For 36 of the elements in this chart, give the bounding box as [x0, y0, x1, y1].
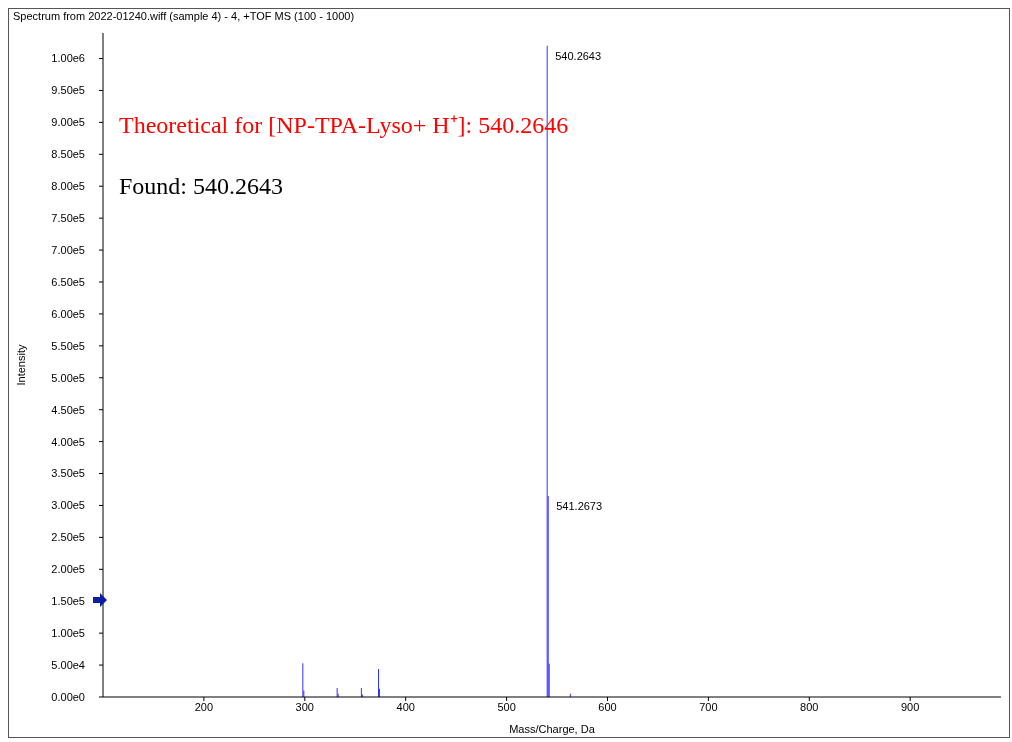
- x-axis-title: Mass/Charge, Da: [509, 723, 596, 735]
- y-tick-label: 4.00e5: [51, 435, 85, 448]
- annotation: 540.2643: [555, 49, 602, 62]
- x-tick-label: 200: [194, 700, 214, 713]
- y-tick-label: 1.00e5: [51, 627, 85, 640]
- x-tick-label: 800: [800, 700, 819, 713]
- x-tick-label: 900: [901, 700, 920, 713]
- y-axis-title: Intensity: [14, 344, 27, 386]
- y-tick-label: 1.50e5: [51, 595, 85, 608]
- y-tick-label: 1.00e6: [51, 52, 85, 65]
- y-tick-label: 8.50e5: [51, 148, 85, 161]
- chart-title: Spectrum from 2022-01240.wiff (sample 4) - 4, +TOF MS (100 - 1000): [13, 10, 355, 22]
- y-tick-label: 2.50e5: [51, 531, 85, 544]
- y-tick-label: 6.00e5: [51, 307, 85, 320]
- y-tick-label: 3.50e5: [51, 467, 85, 480]
- y-tick-label: 9.50e5: [51, 84, 85, 97]
- x-tick-label: 600: [598, 700, 617, 713]
- y-tick-label: 0.00e0: [51, 690, 85, 703]
- y-tick-label: 8.00e5: [51, 180, 85, 193]
- y-tick-label: 4.50e5: [51, 403, 85, 416]
- y-tick-label: 3.00e5: [51, 499, 85, 512]
- y-tick-label: 7.50e5: [51, 212, 85, 225]
- annotation: 541.2673: [556, 499, 603, 512]
- y-tick-label: 2.00e5: [51, 563, 85, 576]
- x-tick-label: 300: [295, 700, 314, 713]
- y-tick-label: 7.00e5: [51, 243, 85, 256]
- x-tick-label: 700: [699, 700, 718, 713]
- x-tick-label: 500: [497, 700, 516, 713]
- annotation: Found: 540.2643: [119, 173, 284, 200]
- y-tick-label: 5.50e5: [51, 339, 85, 352]
- x-tick-label: 400: [396, 700, 415, 713]
- y-tick-label: 5.00e4: [51, 658, 85, 671]
- y-tick-label: 6.50e5: [51, 275, 85, 288]
- annotation: Theoretical for [NP-TPA-Lyso+ H⁺]: 540.2646: [119, 111, 569, 140]
- y-tick-label: 5.00e5: [51, 371, 85, 384]
- y-tick-label: 9.00e5: [51, 116, 85, 129]
